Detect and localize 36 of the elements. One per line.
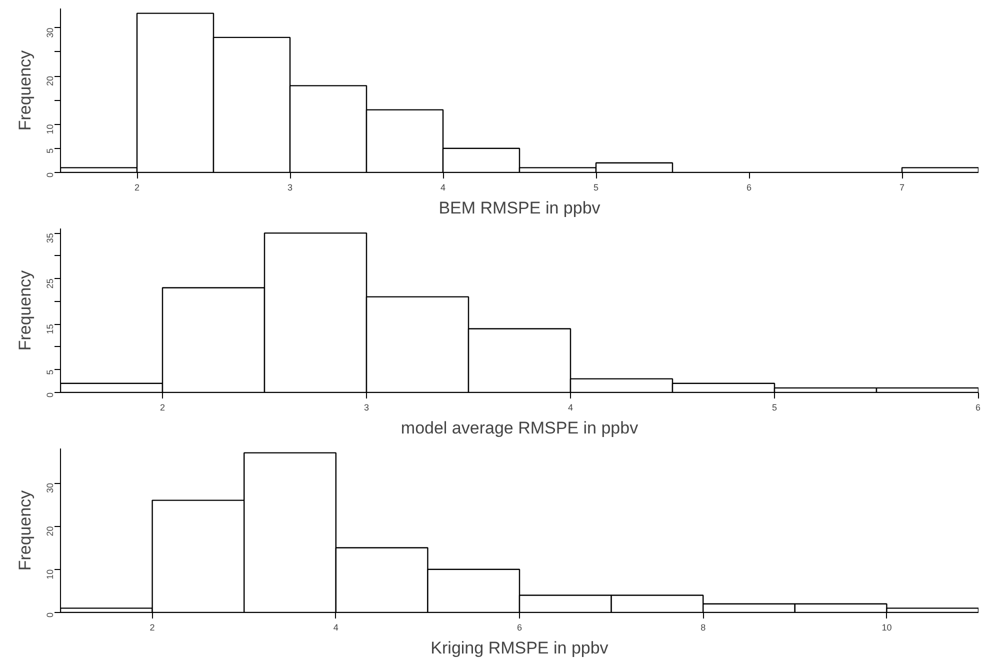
x-tick-label: 4 xyxy=(333,622,338,632)
y-tick-label: 25 xyxy=(45,278,55,289)
x-tick-label: 10 xyxy=(882,622,892,632)
x-tick-label: 4 xyxy=(440,182,446,192)
x-tick-label: 6 xyxy=(746,182,752,192)
x-tick-label: 6 xyxy=(516,622,522,632)
x-tick-label: 5 xyxy=(772,402,778,412)
y-tick-label: 0 xyxy=(45,172,55,178)
y-tick-label: 35 xyxy=(45,233,55,244)
y-tick-label: 30 xyxy=(45,28,55,38)
x-tick-label: 5 xyxy=(593,182,599,192)
y-tick-label: 0 xyxy=(45,392,55,398)
x-tick-label: 8 xyxy=(700,622,706,632)
x-tick-label: 3 xyxy=(364,402,370,412)
y-tick-label: 10 xyxy=(45,569,55,580)
x-tick-label: 2 xyxy=(134,182,140,192)
y-tick-label: 20 xyxy=(45,526,55,536)
x-axis-title: BEM RMSPE in ppbv xyxy=(438,198,601,218)
y-axis-title: Frequency xyxy=(16,50,34,131)
x-tick-label: 2 xyxy=(160,402,166,412)
x-tick-label: 7 xyxy=(899,182,905,192)
y-tick-label: 30 xyxy=(45,483,55,494)
y-tick-label: 0 xyxy=(45,612,55,618)
y-axis-title: Frequency xyxy=(16,490,34,571)
y-tick-label: 15 xyxy=(45,324,55,334)
x-tick-label: 2 xyxy=(150,622,155,632)
y-tick-label: 10 xyxy=(45,124,55,134)
y-tick-label: 5 xyxy=(45,148,55,154)
y-tick-label: 5 xyxy=(45,370,55,375)
x-axis-title: model average RMSPE in ppbv xyxy=(400,418,639,438)
x-tick-label: 3 xyxy=(287,182,293,192)
y-tick-label: 20 xyxy=(45,76,55,86)
x-axis-title: Kriging RMSPE in ppbv xyxy=(430,638,609,658)
x-tick-label: 4 xyxy=(568,402,574,412)
x-tick-label: 6 xyxy=(975,402,981,412)
y-axis-title: Frequency xyxy=(16,270,34,351)
